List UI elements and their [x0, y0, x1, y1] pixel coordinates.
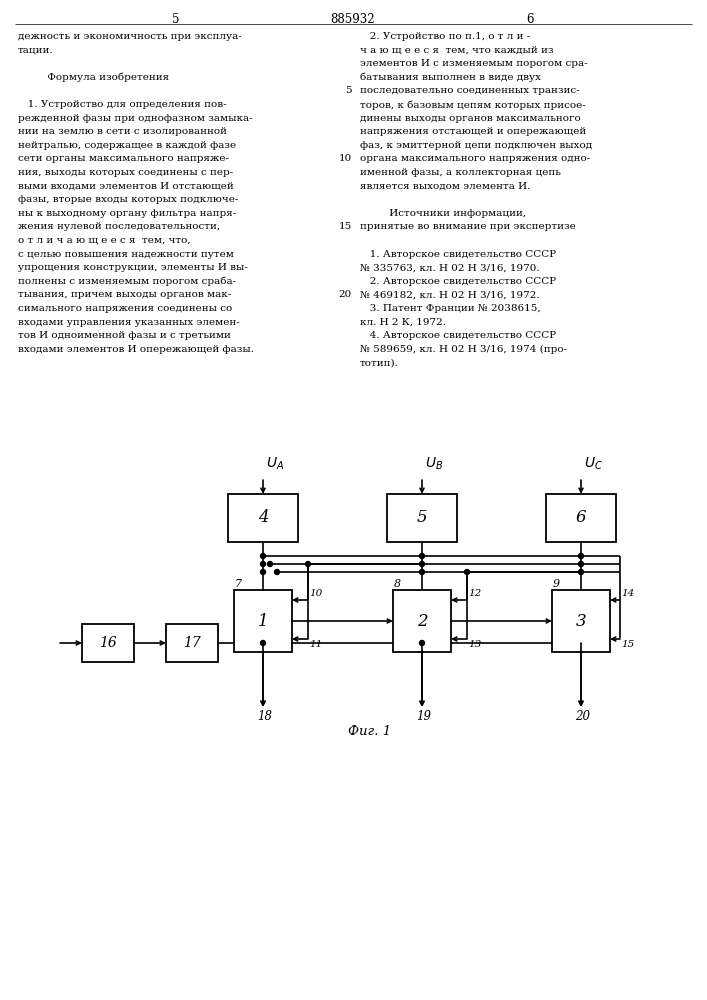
Text: 20: 20 — [575, 710, 590, 723]
Text: 15: 15 — [621, 640, 634, 649]
Text: 3: 3 — [575, 612, 586, 630]
Text: последовательно соединенных транзис-: последовательно соединенных транзис- — [360, 86, 580, 95]
Text: № 335763, кл. Н 02 Н 3/16, 1970.: № 335763, кл. Н 02 Н 3/16, 1970. — [360, 263, 539, 272]
Text: 8: 8 — [394, 579, 401, 589]
Text: с целью повышения надежности путем: с целью повышения надежности путем — [18, 250, 234, 259]
Text: нейтралью, содержащее в каждой фазе: нейтралью, содержащее в каждой фазе — [18, 141, 236, 150]
Circle shape — [260, 641, 266, 646]
Text: о т л и ч а ю щ е е с я  тем, что,: о т л и ч а ю щ е е с я тем, что, — [18, 236, 191, 245]
Text: фазы, вторые входы которых подключе-: фазы, вторые входы которых подключе- — [18, 195, 238, 204]
Text: Формула изобретения: Формула изобретения — [18, 73, 169, 82]
Circle shape — [305, 562, 310, 566]
Text: кл. Н 2 К, 1972.: кл. Н 2 К, 1972. — [360, 318, 446, 327]
Text: режденной фазы при однофазном замыка-: режденной фазы при однофазном замыка- — [18, 114, 252, 123]
Text: 16: 16 — [99, 636, 117, 650]
Circle shape — [260, 554, 266, 558]
Circle shape — [419, 641, 424, 646]
Text: 5: 5 — [346, 86, 352, 95]
Circle shape — [464, 570, 469, 574]
Bar — [166, 624, 218, 662]
Text: 15: 15 — [339, 222, 352, 231]
Text: входами управления указанных элемен-: входами управления указанных элемен- — [18, 318, 240, 327]
Circle shape — [578, 570, 583, 574]
Text: полнены с изменяемым порогом сраба-: полнены с изменяемым порогом сраба- — [18, 277, 236, 286]
Text: нии на землю в сети с изолированной: нии на землю в сети с изолированной — [18, 127, 227, 136]
Text: 1. Устройство для определения пов-: 1. Устройство для определения пов- — [18, 100, 227, 109]
Text: именной фазы, а коллекторная цепь: именной фазы, а коллекторная цепь — [360, 168, 561, 177]
Text: 13: 13 — [468, 640, 481, 649]
Text: ны к выходному органу фильтра напря-: ны к выходному органу фильтра напря- — [18, 209, 236, 218]
Text: 1: 1 — [257, 612, 269, 630]
Text: 9: 9 — [553, 579, 560, 589]
Text: 17: 17 — [183, 636, 201, 650]
Text: тов И одноименной фазы и с третьими: тов И одноименной фазы и с третьими — [18, 331, 231, 340]
Text: входами элементов И опережающей фазы.: входами элементов И опережающей фазы. — [18, 345, 254, 354]
Text: напряжения отстающей и опережающей: напряжения отстающей и опережающей — [360, 127, 586, 136]
Text: Фиг. 1: Фиг. 1 — [349, 725, 392, 738]
Text: дежность и экономичность при эксплуа-: дежность и экономичность при эксплуа- — [18, 32, 242, 41]
Text: 11: 11 — [309, 640, 322, 649]
Circle shape — [267, 562, 272, 566]
Text: тации.: тации. — [18, 46, 54, 55]
Bar — [387, 494, 457, 542]
Text: 12: 12 — [468, 589, 481, 598]
Text: органа максимального напряжения одно-: органа максимального напряжения одно- — [360, 154, 590, 163]
Circle shape — [419, 570, 424, 574]
Text: $U_C$: $U_C$ — [584, 456, 603, 472]
Text: 7: 7 — [235, 579, 242, 589]
Bar — [552, 590, 610, 652]
Circle shape — [578, 554, 583, 558]
Text: динены выходы органов максимального: динены выходы органов максимального — [360, 114, 580, 123]
Text: фаз, к эмиттерной цепи подключен выход: фаз, к эмиттерной цепи подключен выход — [360, 141, 592, 150]
Text: 2. Авторское свидетельство СССР: 2. Авторское свидетельство СССР — [360, 277, 556, 286]
Circle shape — [274, 570, 279, 574]
Text: элементов И с изменяемым порогом сра-: элементов И с изменяемым порогом сра- — [360, 59, 588, 68]
Text: симального напряжения соединены со: симального напряжения соединены со — [18, 304, 233, 313]
Text: 14: 14 — [621, 589, 634, 598]
Text: тотип).: тотип). — [360, 358, 399, 367]
Bar — [234, 590, 292, 652]
Text: 10: 10 — [309, 589, 322, 598]
Bar — [82, 624, 134, 662]
Text: 3. Патент Франции № 2038615,: 3. Патент Франции № 2038615, — [360, 304, 541, 313]
Circle shape — [260, 570, 266, 574]
Text: 19: 19 — [416, 710, 431, 723]
Circle shape — [260, 562, 266, 566]
Text: упрощения конструкции, элементы И вы-: упрощения конструкции, элементы И вы- — [18, 263, 248, 272]
Text: выми входами элементов И отстающей: выми входами элементов И отстающей — [18, 182, 234, 191]
Text: 4. Авторское свидетельство СССР: 4. Авторское свидетельство СССР — [360, 331, 556, 340]
Text: 18: 18 — [257, 710, 272, 723]
Text: 20: 20 — [339, 290, 352, 299]
Text: 6: 6 — [575, 510, 586, 526]
Text: торов, к базовым цепям которых присое-: торов, к базовым цепям которых присое- — [360, 100, 586, 109]
Text: принятые во внимание при экспертизе: принятые во внимание при экспертизе — [360, 222, 575, 231]
Circle shape — [578, 562, 583, 566]
Text: 10: 10 — [339, 154, 352, 163]
Text: 1. Авторское свидетельство СССР: 1. Авторское свидетельство СССР — [360, 250, 556, 259]
Bar — [546, 494, 616, 542]
Text: 5: 5 — [416, 510, 427, 526]
Text: жения нулевой последовательности,: жения нулевой последовательности, — [18, 222, 220, 231]
Circle shape — [419, 554, 424, 558]
Text: 5: 5 — [173, 13, 180, 26]
Text: Источники информации,: Источники информации, — [360, 209, 526, 218]
Text: тывания, причем выходы органов мак-: тывания, причем выходы органов мак- — [18, 290, 231, 299]
Bar — [228, 494, 298, 542]
Text: сети органы максимального напряже-: сети органы максимального напряже- — [18, 154, 229, 163]
Text: $U_A$: $U_A$ — [266, 456, 284, 472]
Text: ния, выходы которых соединены с пер-: ния, выходы которых соединены с пер- — [18, 168, 233, 177]
Text: № 469182, кл. Н 02 Н 3/16, 1972.: № 469182, кл. Н 02 Н 3/16, 1972. — [360, 290, 539, 299]
Text: № 589659, кл. Н 02 Н 3/16, 1974 (про-: № 589659, кл. Н 02 Н 3/16, 1974 (про- — [360, 345, 567, 354]
Circle shape — [419, 562, 424, 566]
Text: $U_B$: $U_B$ — [425, 456, 443, 472]
Text: 2. Устройство по п.1, о т л и -: 2. Устройство по п.1, о т л и - — [360, 32, 530, 41]
Text: ч а ю щ е е с я  тем, что каждый из: ч а ю щ е е с я тем, что каждый из — [360, 46, 554, 55]
Text: батывания выполнен в виде двух: батывания выполнен в виде двух — [360, 73, 541, 82]
Text: 6: 6 — [526, 13, 534, 26]
Text: 885932: 885932 — [331, 13, 375, 26]
Text: 4: 4 — [257, 510, 269, 526]
Bar — [393, 590, 451, 652]
Text: является выходом элемента И.: является выходом элемента И. — [360, 182, 530, 191]
Text: 2: 2 — [416, 612, 427, 630]
